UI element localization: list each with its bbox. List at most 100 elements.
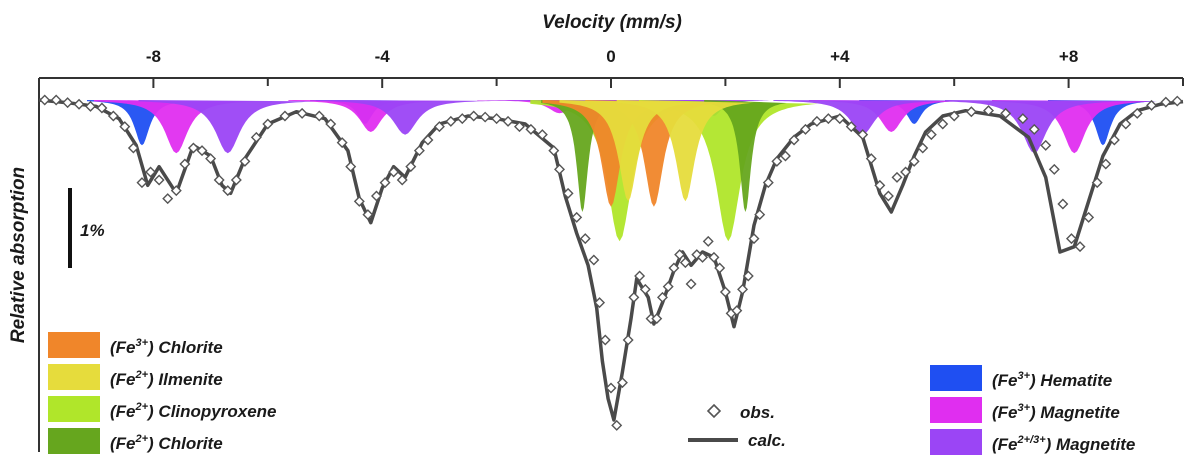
obs-point [1074, 241, 1086, 253]
legend-label: (Fe3+) Hematite [992, 370, 1112, 390]
obs-point [834, 113, 846, 125]
obs-point [456, 113, 468, 125]
legend-swatch [930, 365, 982, 391]
obs-point [362, 209, 374, 221]
component-peak [559, 100, 697, 202]
component-peak [992, 100, 1157, 154]
obs-point [1000, 107, 1012, 119]
obs-point [762, 177, 774, 189]
obs-point [222, 185, 234, 197]
obs-point [579, 233, 591, 245]
legend-label: (Fe2+) Chlorite [110, 433, 223, 453]
obs-point [908, 155, 920, 167]
component-peak [773, 100, 952, 135]
obs-point [145, 166, 157, 178]
legend-calc-label: calc. [748, 431, 786, 450]
obs-point [865, 153, 877, 165]
obs-point [213, 174, 225, 186]
component-peak [704, 100, 787, 212]
obs-point [62, 97, 74, 109]
x-tick-label: -8 [146, 47, 161, 66]
legend-swatch [48, 364, 100, 390]
obs-point [413, 145, 425, 157]
obs-point [628, 291, 640, 303]
obs-point [325, 118, 337, 130]
obs-point [1017, 113, 1029, 125]
obs-point [900, 166, 912, 178]
obs-point [925, 129, 937, 141]
legend-left: (Fe3+) Chlorite (Fe2+) Ilmenite (Fe2+) Cli… [48, 332, 277, 454]
obs-point [379, 177, 391, 189]
obs-point [1160, 96, 1172, 108]
obs-point [799, 123, 811, 135]
obs-point [708, 251, 720, 263]
x-axis-title: Velocity (mm/s) [542, 12, 682, 33]
obs-point [737, 283, 749, 295]
x-axis-tick-labels: -8 -4 0 +4 +8 [146, 47, 1078, 66]
obs-point [691, 249, 703, 261]
obs-point [405, 161, 417, 173]
obs-point [674, 249, 686, 261]
obs-point [857, 129, 869, 141]
obs-point [336, 137, 348, 149]
obs-point [656, 291, 668, 303]
obs-point [230, 174, 242, 186]
obs-point [679, 257, 691, 269]
y-axis-title: Relative absorption [8, 167, 29, 343]
obs-point [1040, 139, 1052, 151]
obs-point [748, 233, 760, 245]
obs-point [345, 161, 357, 173]
component-peak [542, 100, 680, 207]
obs-point [479, 111, 491, 123]
obs-point [50, 94, 62, 106]
obs-point [1171, 95, 1183, 107]
x-tick-label: -4 [375, 47, 391, 66]
obs-point [179, 158, 191, 170]
obs-points-layer [39, 94, 1183, 431]
obs-point [983, 105, 995, 117]
obs-point [296, 107, 308, 119]
obs-point [639, 283, 651, 295]
obs-point [965, 106, 977, 118]
obs-point [239, 155, 251, 167]
obs-point [468, 110, 480, 122]
component-peak [1048, 100, 1158, 146]
obs-point [250, 131, 262, 143]
obs-point [1146, 99, 1158, 111]
obs-point [845, 121, 857, 133]
obs-point [779, 150, 791, 162]
component-peak [585, 100, 723, 207]
obs-point [937, 118, 949, 130]
obs-point [605, 382, 617, 394]
obs-point [422, 134, 434, 146]
legend-label: (Fe3+) Magnetite [992, 402, 1120, 422]
legend-label: (Fe2+/3+) Magnetite [992, 434, 1135, 454]
x-axis-tick-marks [38, 78, 1184, 88]
obs-point [73, 98, 85, 110]
legend-label: (Fe2+) Ilmenite [110, 369, 223, 389]
obs-point [119, 121, 131, 133]
obs-point [788, 134, 800, 146]
obs-point [731, 305, 743, 317]
obs-point [513, 121, 525, 133]
component-peak [808, 100, 974, 132]
obs-point [554, 163, 566, 175]
obs-point [719, 286, 731, 298]
obs-point [127, 142, 139, 154]
obs-point [948, 110, 960, 122]
obs-point [714, 262, 726, 274]
component-peak [616, 100, 754, 202]
obs-point [525, 123, 537, 135]
obs-point [84, 100, 96, 112]
x-tick-label: 0 [606, 47, 615, 66]
legend-obs: obs. [706, 403, 775, 422]
obs-point [1057, 198, 1069, 210]
obs-point [433, 121, 445, 133]
obs-point [196, 145, 208, 157]
legend-swatch [930, 429, 982, 455]
component-peak [530, 100, 709, 242]
obs-point [622, 334, 634, 346]
obs-point [536, 129, 548, 141]
component-peak [639, 100, 818, 242]
legend-swatch [48, 428, 100, 454]
